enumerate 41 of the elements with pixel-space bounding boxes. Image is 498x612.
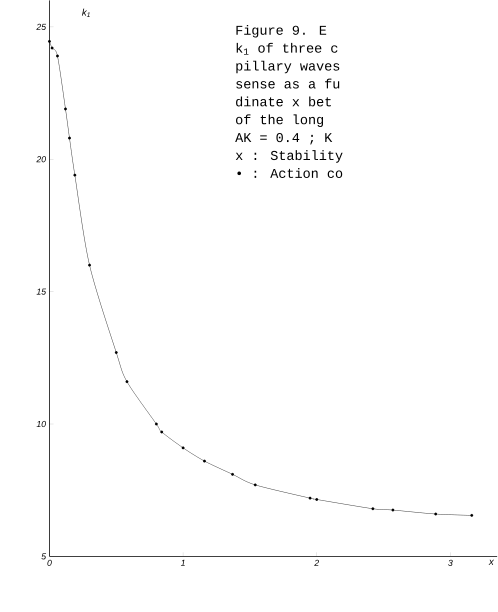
point — [64, 107, 68, 110]
x-tick-label: 0 — [48, 560, 52, 566]
x-tick-label: 3 — [448, 560, 453, 566]
point — [308, 496, 312, 500]
y-tick-label: 5 — [42, 553, 46, 560]
annotation: dinate x bet — [236, 96, 332, 106]
point — [434, 512, 438, 516]
point — [115, 351, 118, 354]
point — [88, 264, 92, 267]
annotation: of the long — [236, 114, 324, 127]
x-tick-label: 2 — [314, 560, 320, 566]
point — [470, 514, 474, 517]
x-tick-label: 1 — [181, 560, 186, 566]
point — [392, 508, 395, 512]
point — [254, 483, 257, 486]
y-tick-label: 25 — [36, 24, 46, 30]
point — [155, 422, 158, 426]
point — [126, 380, 129, 384]
annotation: sense as a fu — [236, 78, 340, 89]
point — [68, 136, 72, 140]
point — [160, 430, 164, 434]
annotation: x : Stability — [236, 150, 343, 163]
y-tick-label: 20 — [36, 156, 46, 162]
point — [182, 446, 185, 450]
point — [74, 174, 77, 177]
x-axis-title: x — [488, 560, 494, 565]
annotation: Figure 9. E — [236, 24, 326, 38]
y-axis-title: k$_{1}$ — [82, 8, 90, 18]
point — [203, 460, 206, 463]
point — [50, 46, 54, 50]
point — [372, 507, 375, 510]
y-tick-label: 15 — [36, 288, 46, 295]
point — [316, 498, 318, 501]
annotation: AK = 0.4 ; K — [235, 133, 332, 144]
annotation: k$_{1}$ of three c — [236, 42, 338, 55]
point — [231, 472, 234, 476]
y-tick-label: 10 — [36, 420, 46, 428]
annotation: pillary waves — [236, 60, 340, 74]
point — [48, 40, 52, 43]
point — [56, 54, 60, 58]
annotation: • : Action co — [238, 168, 342, 178]
